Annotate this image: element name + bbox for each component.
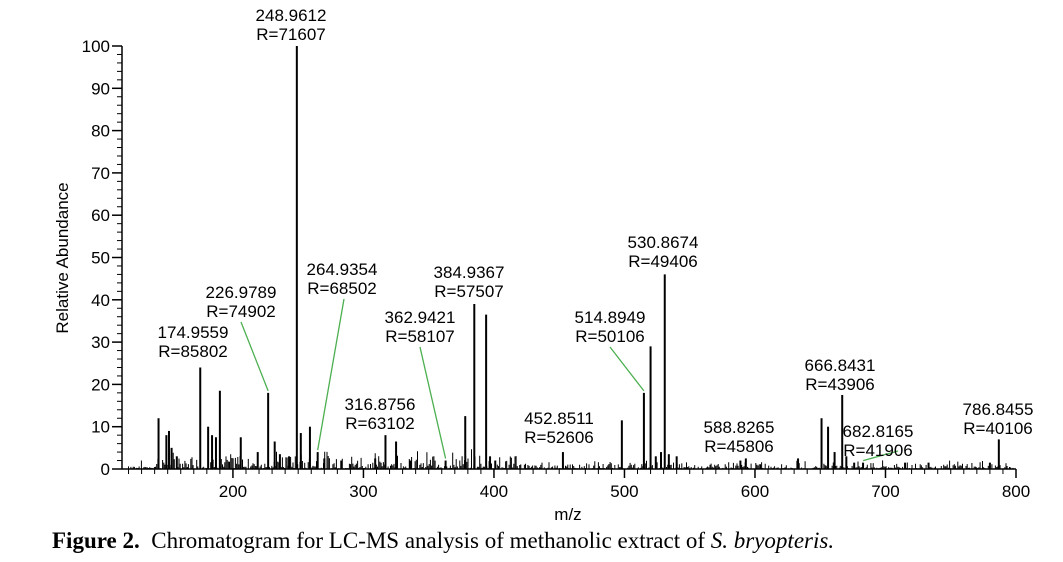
- leader-line: [862, 450, 899, 462]
- leader-line: [609, 346, 645, 392]
- figure-label: Figure 2.: [52, 528, 140, 553]
- y-tick-label: 50: [91, 249, 110, 268]
- y-tick-label: 30: [91, 333, 110, 352]
- y-tick-label: 80: [91, 122, 110, 141]
- peak-resolution-label: R=57507: [434, 282, 503, 301]
- peak-resolution-label: R=43906: [805, 375, 874, 394]
- peak-resolution-label: R=71607: [256, 25, 325, 44]
- peak-mz-label: 264.9354: [307, 260, 378, 279]
- y-tick-label: 60: [91, 206, 110, 225]
- peak-mz-label: 514.8949: [575, 308, 646, 327]
- peak-resolution-label: R=85802: [158, 342, 227, 361]
- peak-mz-label: 362.9421: [385, 308, 456, 327]
- label-leader-lines: [240, 298, 899, 462]
- y-tick-label: 40: [91, 291, 110, 310]
- peak-mz-label: 316.8756: [345, 395, 416, 414]
- peak-mz-label: 588.8265: [704, 418, 775, 437]
- peak-mz-label: 174.9559: [158, 323, 229, 342]
- peak-mz-label: 786.8455: [963, 400, 1034, 419]
- y-tick-label: 0: [101, 460, 110, 479]
- y-tick-label: 100: [82, 37, 110, 56]
- peak-labels: 174.9559R=85802226.9789R=74902248.9612R=…: [158, 6, 1034, 460]
- peak-resolution-label: R=45806: [704, 437, 773, 456]
- peak-mz-label: 452.8511: [524, 409, 594, 428]
- x-tick-label: 400: [480, 482, 508, 501]
- leader-line: [317, 298, 345, 451]
- peak-resolution-label: R=49406: [628, 252, 697, 271]
- peak-mz-label: 226.9789: [206, 283, 277, 302]
- peak-resolution-label: R=50106: [575, 327, 644, 346]
- y-tick-label: 90: [91, 79, 110, 98]
- caption-text: Chromatogram for LC-MS analysis of metha…: [151, 528, 711, 553]
- peak-mz-label: 682.8165: [843, 422, 914, 441]
- peak-mz-label: 666.8431: [805, 356, 876, 375]
- peak-resolution-label: R=58107: [385, 327, 454, 346]
- leader-line: [419, 346, 447, 459]
- leader-line: [240, 321, 269, 392]
- y-axis-title: Relative Abundance: [53, 182, 72, 333]
- x-tick-label: 800: [1002, 482, 1030, 501]
- peak-mz-label: 248.9612: [256, 6, 327, 25]
- y-tick-label: 20: [91, 375, 110, 394]
- y-tick-label: 70: [91, 164, 110, 183]
- figure-caption: Figure 2. Chromatogram for LC-MS analysi…: [52, 528, 834, 554]
- peak-bars: [157, 46, 1000, 469]
- x-tick-label: 200: [219, 482, 247, 501]
- peak-resolution-label: R=41906: [843, 441, 912, 460]
- peak-resolution-label: R=63102: [345, 414, 414, 433]
- peak-mz-label: 530.8674: [628, 233, 699, 252]
- caption-species: S. bryopteris.: [710, 528, 835, 553]
- y-tick-label: 10: [91, 418, 110, 437]
- peak-resolution-label: R=68502: [307, 279, 376, 298]
- axes: 0 10 20 30 40 50 60 70 80 90 100 200 300 400 500 600 700…: [82, 37, 1031, 501]
- mass-spectrum-chart: 0 10 20 30 40 50 60 70 80 90 100 200 300 400 500 600 700…: [53, 6, 1034, 524]
- x-tick-label: 700: [871, 482, 899, 501]
- x-tick-label: 300: [349, 482, 377, 501]
- peak-mz-label: 384.9367: [434, 263, 505, 282]
- x-tick-label: 600: [741, 482, 769, 501]
- peak-resolution-label: R=52606: [524, 428, 593, 447]
- peak-resolution-label: R=40106: [963, 419, 1032, 438]
- peak-resolution-label: R=74902: [206, 302, 275, 321]
- x-axis-title: m/z: [554, 505, 581, 524]
- x-tick-label: 500: [610, 482, 638, 501]
